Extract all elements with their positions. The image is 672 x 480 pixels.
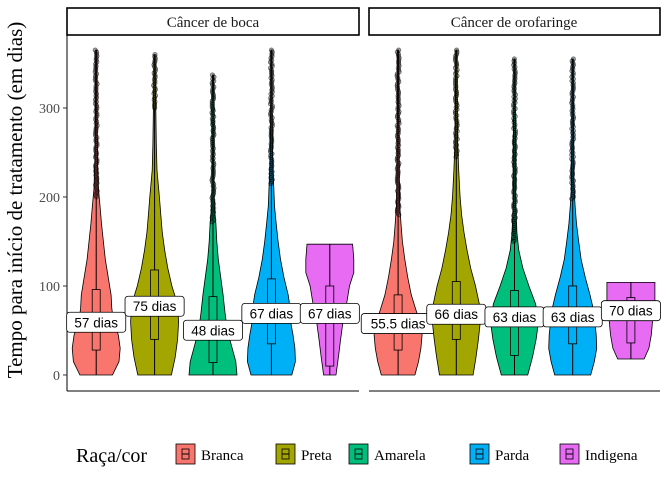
median-label-text: 67 dias [308, 306, 352, 321]
facet-strip-0: Câncer de boca [66, 7, 360, 36]
outlier-point [511, 56, 517, 62]
iqr-box [325, 285, 335, 367]
median-label: 63 dias [484, 306, 545, 328]
legend-label: Indigena [585, 448, 638, 464]
outlier-points [92, 47, 100, 200]
outlier-point [454, 47, 460, 53]
violin-panels: 57 dias 75 dias 48 dias 67 dias 67 dias 55.5 … [66, 47, 661, 376]
legend-title: Raça/cor [76, 445, 147, 467]
median-label-box [600, 300, 661, 322]
legend-label: Branca [201, 448, 244, 464]
outlier-points [569, 56, 577, 202]
outlier-points [267, 47, 275, 187]
median-label: 48 dias [183, 319, 243, 341]
median-label: 66 dias [426, 303, 487, 325]
median-label-text: 66 dias [435, 307, 479, 322]
y-tick-label-1: 100 [39, 280, 60, 295]
violin-group-branca: 57 dias [66, 47, 127, 376]
median-label: 67 dias [241, 302, 302, 324]
median-label-text: 57 dias [74, 315, 118, 330]
violin-group-preta: 66 dias [426, 47, 487, 376]
legend-item-preta: Preta [275, 443, 332, 465]
median-label: 70 dias [600, 300, 661, 322]
median-label-box [124, 295, 185, 317]
median-label: 57 dias [66, 311, 127, 333]
median-label-text: 63 dias [551, 310, 595, 325]
median-label-text: 63 dias [493, 310, 537, 325]
violin-group-indigena: 70 dias [600, 282, 661, 360]
legend-item-parda: Parda [469, 443, 529, 465]
panel-0: 57 dias 75 dias 48 dias 67 dias 67 dias [66, 47, 360, 376]
y-axis-title: Tempo para início de tratamento (em dias… [3, 22, 27, 379]
violin-group-parda: 63 dias [542, 56, 603, 376]
violin-group-indigena: 67 dias [299, 243, 360, 376]
legend-label: Amarela [374, 448, 426, 464]
median-label: 75 dias [124, 295, 185, 317]
outlier-points [151, 52, 159, 111]
median-label-text: 67 dias [250, 306, 294, 321]
outlier-point [396, 47, 402, 53]
median-label-box [66, 311, 127, 333]
outlier-point [570, 56, 576, 62]
outlier-points [511, 56, 518, 244]
legend-item-branca: Branca [175, 443, 244, 465]
outlier-point [152, 52, 158, 58]
median-label-text: 55.5 dias [371, 317, 426, 332]
y-tick-label-3: 300 [39, 102, 60, 117]
violin-group-branca: 55.5 dias [360, 47, 436, 376]
median-label: 63 dias [542, 306, 603, 328]
facet-title-1: Câncer de orofaringe [451, 15, 578, 31]
median-label-text: 70 dias [609, 304, 653, 319]
outlier-points [394, 47, 402, 218]
facet-title-0: Câncer de boca [167, 15, 260, 31]
outlier-point [92, 47, 98, 53]
violin-group-amarela: 48 dias [183, 72, 243, 376]
legend-label: Preta [301, 448, 332, 464]
median-label: 55.5 dias [360, 313, 436, 334]
outlier-points [452, 47, 460, 160]
violin-group-preta: 75 dias [124, 52, 185, 376]
outlier-points [209, 72, 217, 225]
violin-group-amarela: 63 dias [484, 56, 545, 376]
y-tick-label-0: 0 [53, 369, 60, 384]
legend: Raça/cor Branca Preta Amarela Parda Indigena [76, 443, 638, 467]
y-ticks: 0 100 200 300 [39, 102, 67, 384]
outlier-point [268, 47, 274, 53]
y-tick-label-2: 200 [39, 191, 60, 206]
median-label-box [299, 302, 360, 324]
legend-items: Branca Preta Amarela Parda Indigena [175, 443, 638, 465]
legend-item-indigena: Indigena [559, 443, 638, 465]
panel-1: 55.5 dias 66 dias 63 dias 63 dias 70 dias [360, 47, 661, 376]
facet-strip-1: Câncer de orofaringe [368, 7, 661, 36]
legend-label: Parda [495, 448, 529, 464]
outlier-point [209, 72, 215, 78]
violin-group-parda: 67 dias [241, 47, 302, 376]
median-label-text: 48 dias [191, 323, 235, 338]
median-label: 67 dias [299, 302, 360, 324]
legend-item-amarela: Amarela [348, 443, 426, 465]
median-label-box [183, 319, 243, 341]
median-label-text: 75 dias [133, 299, 177, 314]
